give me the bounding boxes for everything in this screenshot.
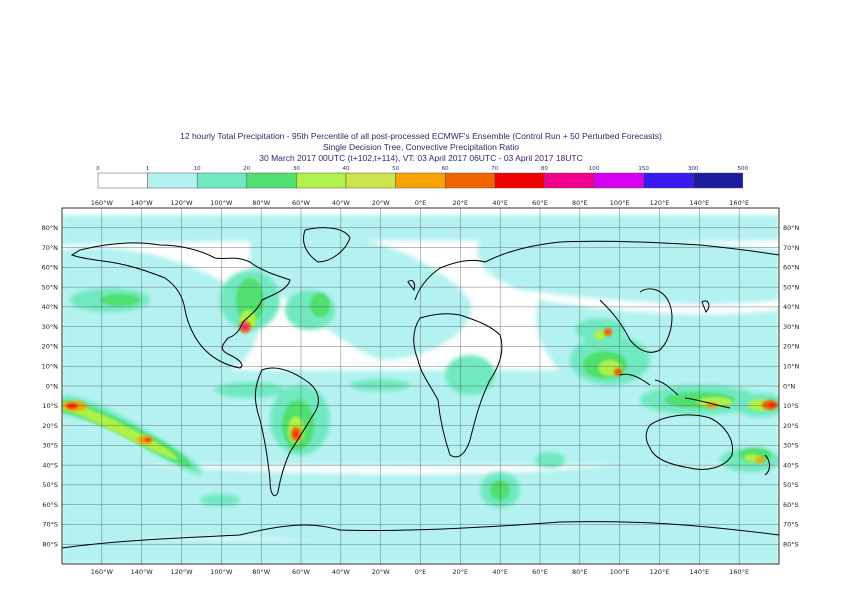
map-border (61, 207, 780, 565)
longitude-label: 0°E (415, 199, 427, 207)
longitude-label: 120°E (650, 568, 670, 576)
longitude-label: 20°E (453, 199, 469, 207)
latitude-label: 10°S (783, 402, 799, 410)
legend-threshold-label: 30 (293, 166, 300, 172)
longitude-label: 100°W (210, 199, 233, 207)
latitude-label: 70°N (42, 244, 59, 252)
latitude-label: 70°S (783, 521, 799, 529)
latitude-label: 0°N (46, 382, 58, 390)
latitude-label: 40°S (42, 461, 58, 469)
longitude-label: 80°W (252, 199, 271, 207)
longitude-label: 40°W (332, 568, 351, 576)
latitude-label: 30°S (783, 442, 799, 450)
longitude-label: 100°W (210, 568, 233, 576)
latitude-label: 70°N (783, 244, 800, 252)
longitude-label: 120°W (170, 199, 193, 207)
latitude-label: 10°S (42, 402, 58, 410)
longitude-label: 140°E (689, 568, 709, 576)
color-legend: 0 1 10 20 30 40 50 60 70 80 100 150 300 500 (96, 166, 749, 189)
latitude-label: 20°N (42, 343, 59, 351)
longitude-label: 140°E (689, 199, 709, 207)
longitude-label: 60°W (292, 199, 311, 207)
legend-threshold-label: 300 (688, 166, 699, 172)
longitude-label: 140°W (131, 199, 154, 207)
latitude-label: 50°N (783, 283, 800, 291)
legend-threshold-label: 50 (392, 166, 399, 172)
legend-threshold-label: 500 (738, 166, 749, 172)
title-line-2: Single Decision Tree, Convective Precipi… (322, 142, 520, 152)
legend-threshold-label: 10 (194, 166, 201, 172)
latitude-label: 80°S (783, 541, 799, 549)
longitude-label: 40°E (492, 568, 508, 576)
longitude-label: 160°E (729, 199, 749, 207)
legend-threshold-label: 70 (491, 166, 498, 172)
longitude-label: 60°E (532, 199, 548, 207)
latitude-label: 80°S (42, 541, 58, 549)
coastlines (62, 227, 779, 549)
longitude-label: 20°W (372, 199, 391, 207)
longitude-labels-top: 160°W 140°W 120°W 100°W 80°W 60°W 40°W 20°W 0°E 2… (91, 199, 749, 207)
legend-threshold-label: 1 (146, 166, 150, 172)
latitude-label: 10°N (42, 363, 59, 371)
latitude-label: 60°N (783, 264, 800, 272)
longitude-label: 60°W (292, 568, 311, 576)
latitude-label: 60°N (42, 264, 59, 272)
title-line-1: 12 hourly Total Precipitation - 95th Per… (180, 131, 662, 141)
legend-threshold-label: 20 (243, 166, 250, 172)
legend-threshold-label: 100 (589, 166, 600, 172)
longitude-label: 40°W (332, 199, 351, 207)
longitude-label: 60°E (532, 568, 548, 576)
legend-threshold-label: 40 (343, 166, 350, 172)
latitude-labels-left: 80°N 70°N 60°N 50°N 40°N 30°N 20°N 10°N 0°N 10°S 2… (42, 224, 59, 548)
latitude-label: 80°N (42, 224, 59, 232)
latitude-label: 60°S (42, 501, 58, 509)
legend-threshold-label: 80 (541, 166, 548, 172)
graticule (62, 208, 779, 564)
longitude-label: 160°E (729, 568, 749, 576)
longitude-label: 20°W (372, 568, 391, 576)
longitude-label: 120°E (650, 199, 670, 207)
legend-threshold-label: 150 (638, 166, 649, 172)
latitude-label: 20°N (783, 343, 800, 351)
latitude-label: 30°N (42, 323, 59, 331)
latitude-label: 80°N (783, 224, 800, 232)
latitude-label: 50°S (783, 481, 799, 489)
longitude-label: 160°W (91, 568, 114, 576)
latitude-label: 20°S (783, 422, 799, 430)
legend-swatch (692, 172, 744, 189)
latitude-label: 40°N (42, 303, 59, 311)
longitude-label: 40°E (492, 199, 508, 207)
longitude-label: 80°E (572, 568, 588, 576)
longitude-label: 20°E (453, 568, 469, 576)
legend-threshold-label: 0 (96, 166, 100, 172)
longitude-labels-bottom: 160°W 140°W 120°W 100°W 80°W 60°W 40°W 20°W 0°E 2… (91, 568, 749, 576)
latitude-label: 50°S (42, 481, 58, 489)
longitude-label: 100°E (610, 199, 630, 207)
longitude-label: 120°W (170, 568, 193, 576)
latitude-labels-right: 80°N 70°N 60°N 50°N 40°N 30°N 20°N 10°N 0°N 10°S 2… (783, 224, 800, 548)
latitude-label: 10°N (783, 363, 800, 371)
title-line-3: 30 March 2017 00UTC (t+102,t+114), VT: 0… (259, 153, 583, 163)
longitude-label: 0°E (415, 568, 427, 576)
longitude-label: 100°E (610, 568, 630, 576)
latitude-label: 30°S (42, 442, 58, 450)
latitude-label: 60°S (783, 501, 799, 509)
latitude-label: 20°S (42, 422, 58, 430)
latitude-label: 70°S (42, 521, 58, 529)
latitude-label: 0°N (783, 382, 795, 390)
longitude-label: 80°E (572, 199, 588, 207)
longitude-label: 160°W (91, 199, 114, 207)
longitude-label: 80°W (252, 568, 271, 576)
longitude-label: 140°W (131, 568, 154, 576)
latitude-label: 40°S (783, 461, 799, 469)
legend-threshold-label: 60 (442, 166, 449, 172)
latitude-label: 50°N (42, 283, 59, 291)
latitude-label: 30°N (783, 323, 800, 331)
latitude-label: 40°N (783, 303, 800, 311)
